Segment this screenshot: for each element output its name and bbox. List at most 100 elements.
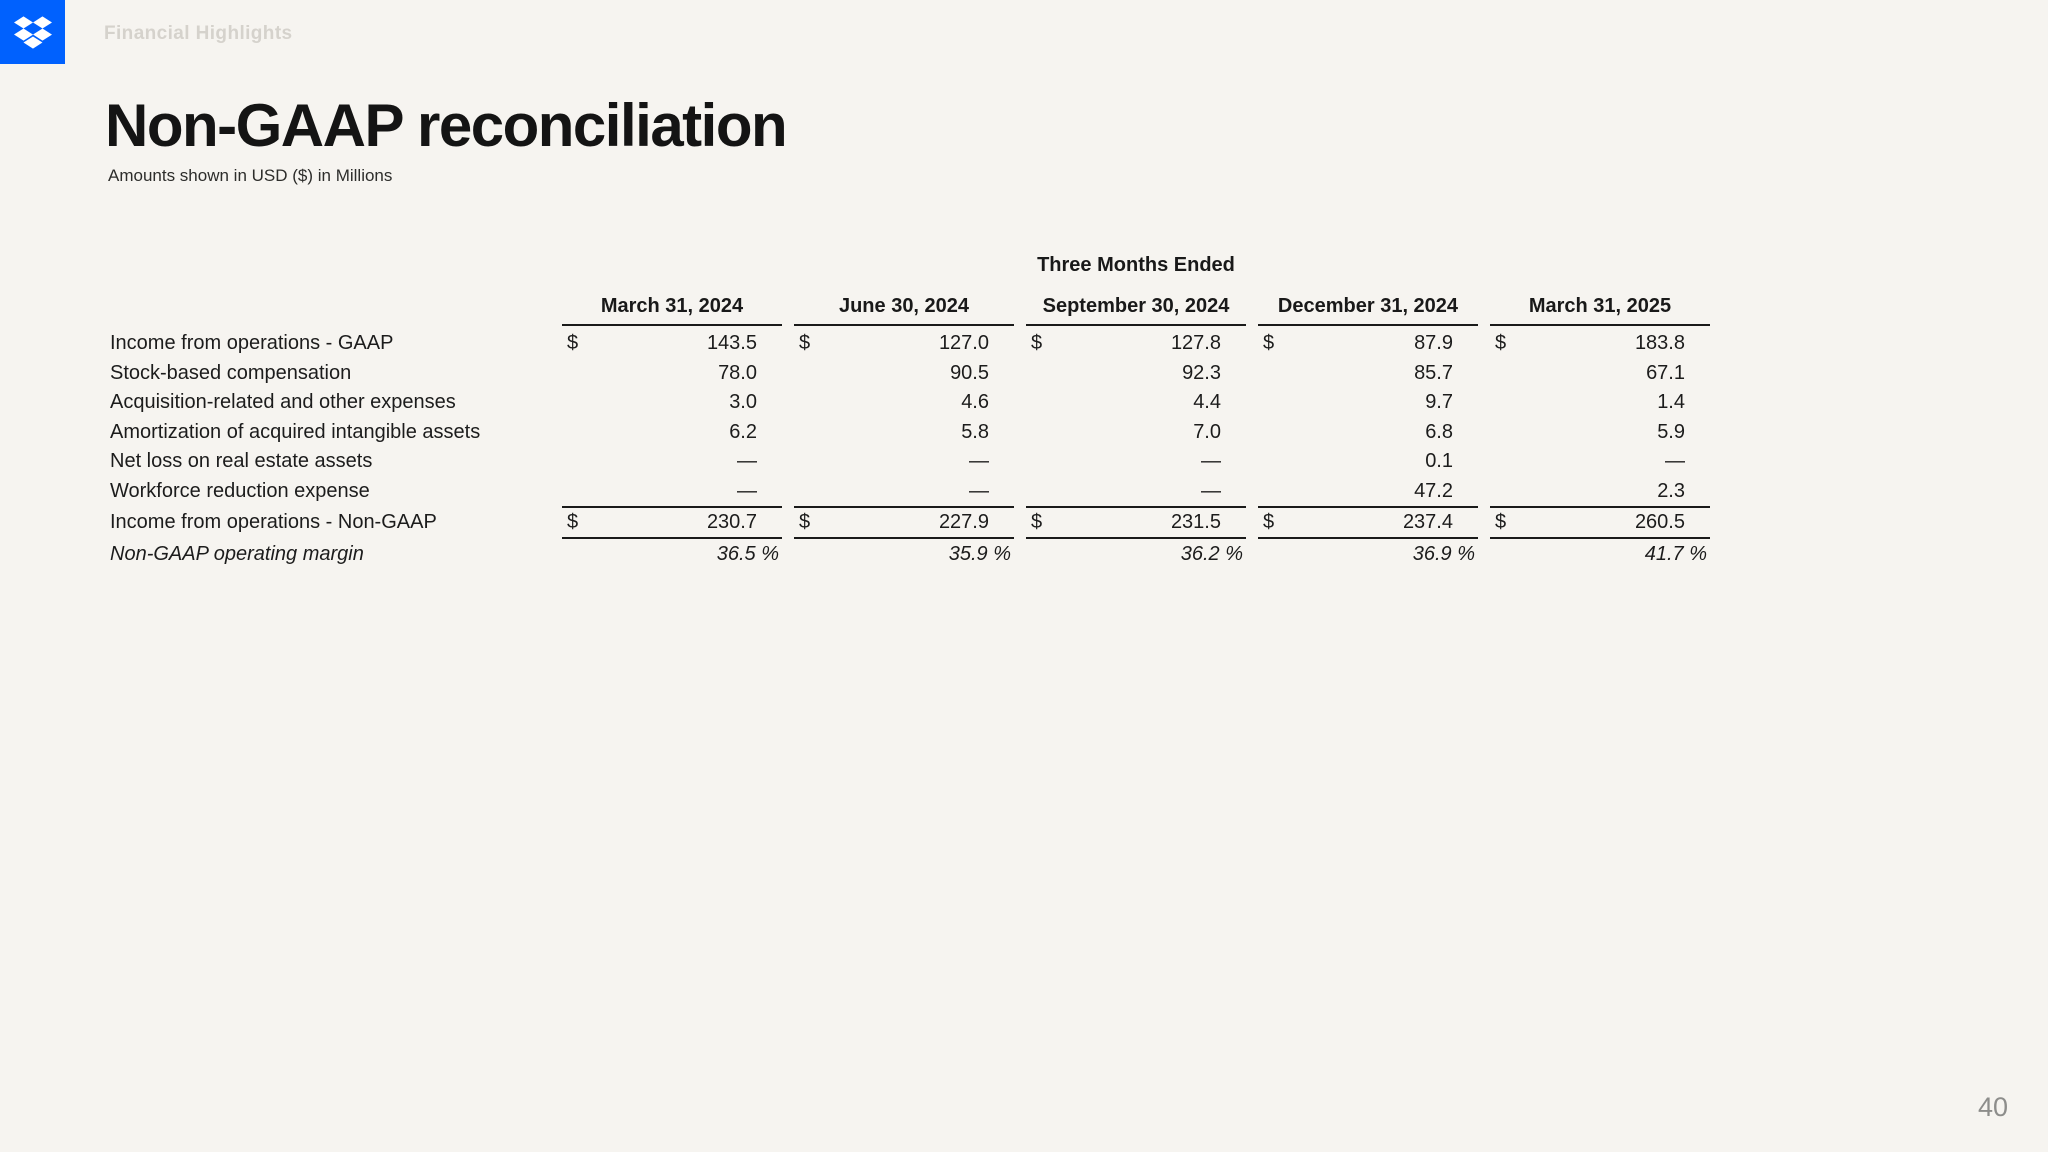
cell-number: 0.1 xyxy=(1425,450,1453,473)
cell-number: 4.4 xyxy=(1193,391,1221,414)
cell-value: — xyxy=(562,477,782,507)
dropbox-icon xyxy=(13,15,52,49)
column-header: March 31, 2024 xyxy=(562,295,782,326)
cell-number: 85.7 xyxy=(1414,361,1453,384)
cell-number: 6.2 xyxy=(729,420,757,443)
cell-value: 4.6 xyxy=(794,388,1014,418)
cell-value: 3.0 xyxy=(562,388,782,418)
currency-symbol: $ xyxy=(1031,511,1043,533)
cell-value: 2.3 xyxy=(1490,477,1710,507)
row-label: Income from operations - GAAP xyxy=(110,332,394,355)
row-label: Stock-based compensation xyxy=(110,361,352,384)
cell-value: — xyxy=(1490,447,1710,477)
cell-number: 36.9 % xyxy=(1412,543,1475,565)
table-row: Acquisition-related and other expenses 3… xyxy=(108,388,1710,418)
cell-number: 7.0 xyxy=(1193,420,1221,443)
cell-number: — xyxy=(1665,450,1685,473)
reconciliation-table: Three Months Ended March 31, 2024 June 3… xyxy=(108,250,1710,570)
cell-number: — xyxy=(969,479,989,502)
column-header: June 30, 2024 xyxy=(794,295,1014,326)
cell-value: 6.8 xyxy=(1258,418,1478,448)
cell-value: — xyxy=(794,477,1014,507)
cell-value: 35.9 % xyxy=(794,539,1014,570)
cell-number: 3.0 xyxy=(729,391,757,414)
currency-symbol: $ xyxy=(1495,511,1507,533)
cell-value: $127.8 xyxy=(1026,329,1246,359)
cell-value: 36.2 % xyxy=(1026,539,1246,570)
cell-value: 9.7 xyxy=(1258,388,1478,418)
table-column-header-row: March 31, 2024 June 30, 2024 September 3… xyxy=(108,280,1710,326)
cell-value: $87.9 xyxy=(1258,329,1478,359)
currency-symbol: $ xyxy=(1031,332,1043,355)
page-title: Non-GAAP reconciliation xyxy=(105,92,788,159)
column-header: March 31, 2025 xyxy=(1490,295,1710,326)
page-number: 40 xyxy=(1977,1092,2008,1122)
cell-value: $260.5 xyxy=(1490,506,1710,539)
cell-value: $230.7 xyxy=(562,506,782,539)
currency-symbol: $ xyxy=(1263,332,1275,355)
dropbox-logo xyxy=(0,0,65,64)
table-row: Net loss on real estate assets — — — 0.1… xyxy=(108,447,1710,477)
table-row-margin: Non-GAAP operating margin 36.5 % 35.9 % … xyxy=(108,539,1710,570)
cell-number: 2.3 xyxy=(1657,479,1685,502)
cell-number: 90.5 xyxy=(950,361,989,384)
table-row-total: Income from operations - Non-GAAP $230.7… xyxy=(108,506,1710,539)
cell-value: $143.5 xyxy=(562,329,782,359)
cell-number: 35.9 % xyxy=(948,543,1011,565)
column-header: September 30, 2024 xyxy=(1026,295,1246,326)
row-label: Workforce reduction expense xyxy=(110,479,370,502)
cell-value: 92.3 xyxy=(1026,359,1246,389)
cell-value: 47.2 xyxy=(1258,477,1478,507)
cell-number: — xyxy=(737,479,757,502)
cell-value: — xyxy=(1026,447,1246,477)
row-label: Net loss on real estate assets xyxy=(110,450,373,473)
cell-number: — xyxy=(1201,479,1221,502)
cell-value: $127.0 xyxy=(794,329,1014,359)
currency-symbol: $ xyxy=(1495,332,1507,355)
table-row: Workforce reduction expense — — — 47.2 2… xyxy=(108,477,1710,507)
deck-title: Financial Highlights xyxy=(104,23,293,44)
currency-symbol: $ xyxy=(799,332,811,355)
cell-number: 78.0 xyxy=(718,361,757,384)
cell-value: 90.5 xyxy=(794,359,1014,389)
cell-number: — xyxy=(1201,450,1221,473)
cell-number: — xyxy=(737,450,757,473)
cell-value: 6.2 xyxy=(562,418,782,448)
table-row: Stock-based compensation 78.0 90.5 92.3 … xyxy=(108,359,1710,389)
cell-number: 237.4 xyxy=(1402,511,1453,533)
cell-number: 230.7 xyxy=(706,511,757,533)
row-label: Acquisition-related and other expenses xyxy=(110,391,456,414)
cell-value: $227.9 xyxy=(794,506,1014,539)
cell-number: 127.0 xyxy=(938,332,989,355)
table-body: Income from operations - GAAP $143.5 $12… xyxy=(108,329,1710,570)
cell-value: 4.4 xyxy=(1026,388,1246,418)
cell-value: 67.1 xyxy=(1490,359,1710,389)
cell-value: $183.8 xyxy=(1490,329,1710,359)
cell-number: 227.9 xyxy=(938,511,989,533)
currency-symbol: $ xyxy=(567,511,579,533)
cell-number: 67.1 xyxy=(1646,361,1685,384)
cell-value: — xyxy=(1026,477,1246,507)
cell-value: 5.9 xyxy=(1490,418,1710,448)
cell-number: 47.2 xyxy=(1414,479,1453,502)
cell-value: 85.7 xyxy=(1258,359,1478,389)
cell-number: 6.8 xyxy=(1425,420,1453,443)
cell-value: 0.1 xyxy=(1258,447,1478,477)
cell-number: 183.8 xyxy=(1634,332,1685,355)
table-group-header-row: Three Months Ended xyxy=(108,250,1710,280)
row-label: Amortization of acquired intangible asse… xyxy=(110,420,481,443)
cell-number: 127.8 xyxy=(1170,332,1221,355)
slide-subtitle: Amounts shown in USD ($) in Millions xyxy=(108,166,393,185)
table-group-header: Three Months Ended xyxy=(1037,253,1235,276)
cell-number: — xyxy=(969,450,989,473)
cell-number: 4.6 xyxy=(961,391,989,414)
cell-value: $237.4 xyxy=(1258,506,1478,539)
cell-number: 260.5 xyxy=(1634,511,1685,533)
cell-value: 78.0 xyxy=(562,359,782,389)
table-row: Amortization of acquired intangible asse… xyxy=(108,418,1710,448)
cell-number: 36.5 % xyxy=(716,543,779,565)
cell-value: 1.4 xyxy=(1490,388,1710,418)
row-label: Income from operations - Non-GAAP xyxy=(110,511,437,533)
cell-number: 143.5 xyxy=(706,332,757,355)
cell-value: — xyxy=(794,447,1014,477)
